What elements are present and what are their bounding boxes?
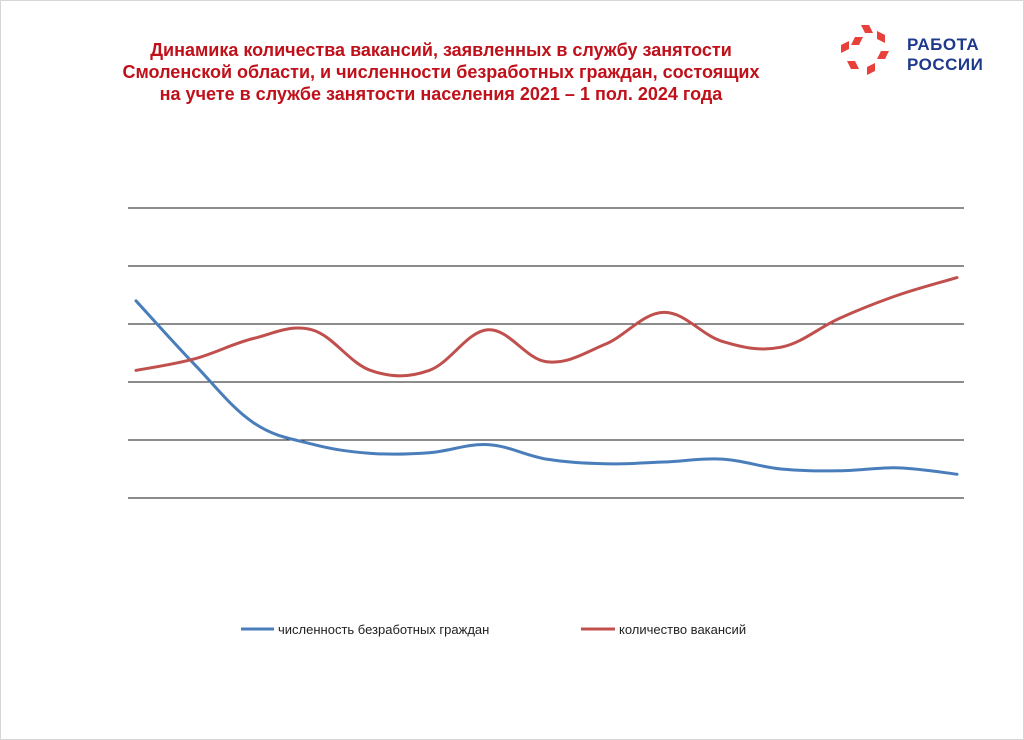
logo-line-2: РОССИИ [907,55,984,74]
title-line-3: на учете в службе занятости населения 20… [159,84,723,104]
slide-title: Динамика количества вакансий, заявленных… [41,39,841,105]
rabota-rossii-logo: РАБОТА РОССИИ [837,23,1007,85]
star-arrows-icon [841,25,889,75]
legend-label-0: численность безработных граждан [278,622,489,637]
series-line-vacancies [134,276,959,378]
title-line-1: Динамика количества вакансий, заявленных… [150,40,732,60]
title-line-2: Смоленской области, и численности безраб… [122,62,760,82]
legend-label-1: количество вакансий [619,622,746,637]
logo-line-1: РАБОТА [907,35,980,54]
logo-text: РАБОТА РОССИИ [907,35,983,75]
series-line-unemployed [134,299,959,476]
